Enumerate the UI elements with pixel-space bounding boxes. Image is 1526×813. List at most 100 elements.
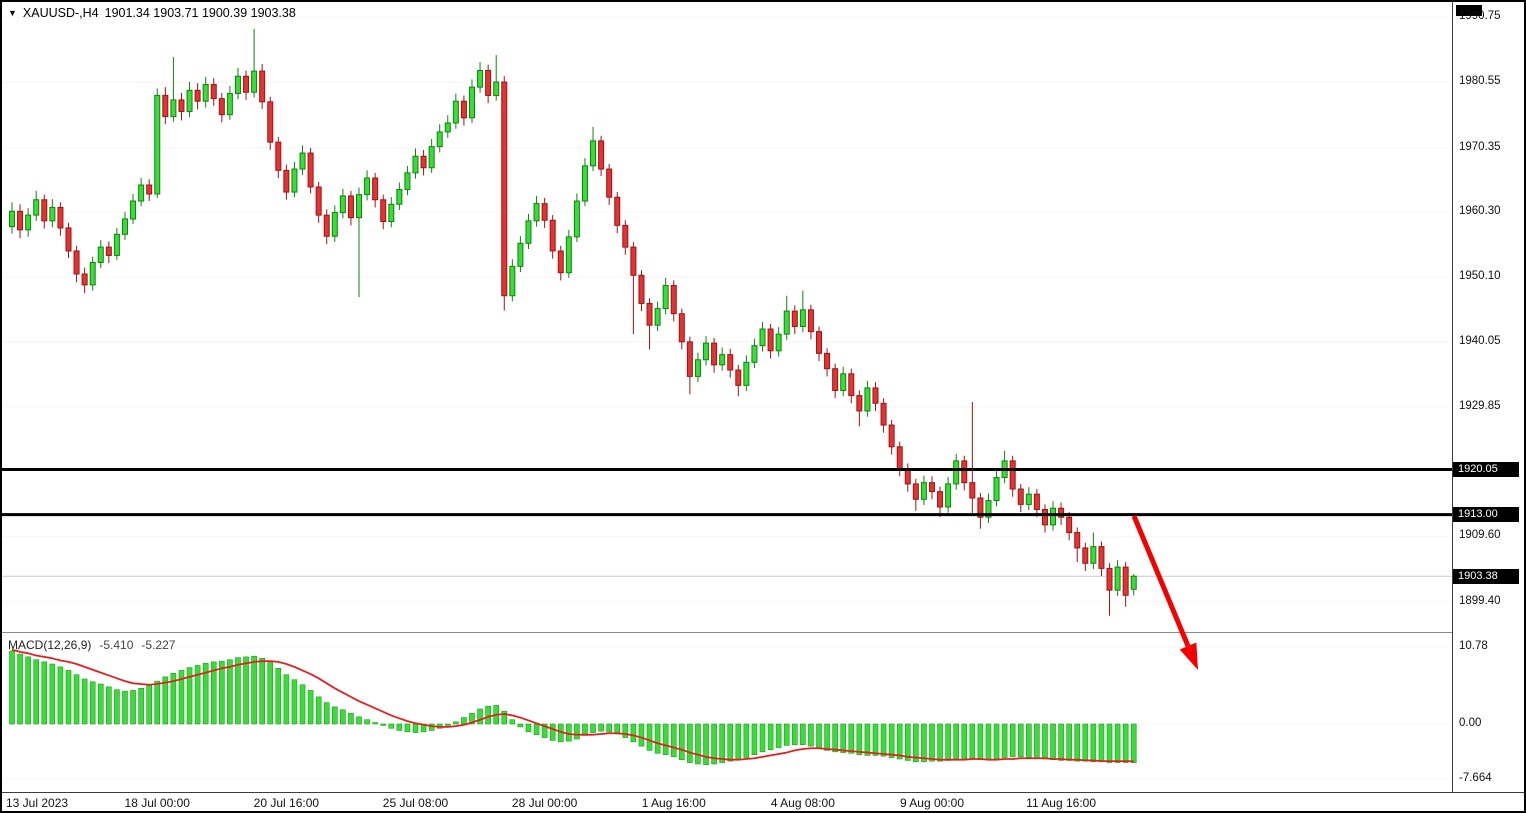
candle-body — [767, 328, 774, 352]
macd-histogram-bar — [985, 723, 992, 761]
macd-histogram-bar — [501, 710, 508, 725]
macd-histogram-bar — [800, 723, 806, 746]
macd-histogram-bar — [929, 723, 935, 762]
macd-histogram-bar — [638, 723, 645, 747]
macd-histogram-bar — [122, 690, 128, 725]
macd-histogram-bar — [1017, 723, 1024, 758]
candle-body — [428, 146, 435, 169]
macd-histogram-bar — [824, 723, 830, 751]
candle-body — [170, 99, 177, 118]
candle-body — [356, 194, 363, 219]
candle-body — [436, 131, 443, 148]
price-chart-canvas[interactable] — [2, 2, 1452, 792]
candle-body — [259, 70, 266, 103]
candle-body — [985, 500, 992, 518]
candle-body — [25, 214, 32, 231]
macd-histogram-bar — [73, 674, 80, 725]
macd-histogram-bar — [670, 723, 677, 758]
candle-body — [41, 199, 48, 222]
candle-body — [1066, 516, 1073, 534]
macd-histogram-bar — [921, 723, 927, 763]
candle-body — [323, 214, 330, 237]
candle-body — [396, 189, 403, 205]
candle-body — [380, 199, 387, 223]
candle-body — [364, 177, 371, 196]
candle-body — [291, 168, 298, 193]
trend-arrow-head[interactable] — [1179, 642, 1198, 670]
candle-body — [283, 169, 290, 193]
candle-body — [622, 224, 629, 248]
macd-histogram-bar — [937, 723, 943, 762]
candle-body — [275, 141, 282, 171]
candle-body — [202, 84, 209, 102]
time-axis[interactable]: 13 Jul 2023 18 Jul 00:00 20 Jul 16:00 25 Ju… — [2, 792, 1524, 811]
macd-histogram-bar — [808, 723, 814, 747]
candle-body — [1106, 567, 1113, 591]
candle-body — [234, 75, 241, 95]
macd-histogram-bar — [1050, 723, 1056, 761]
time-tick-label: 1 Aug 16:00 — [641, 796, 706, 810]
macd-histogram-bar — [162, 676, 169, 725]
candle-body — [816, 331, 822, 354]
macd-histogram-bar — [541, 723, 548, 738]
macd-histogram-bar — [977, 723, 984, 761]
candle-body — [210, 84, 217, 100]
macd-histogram-bar — [194, 665, 201, 725]
candle-body — [509, 265, 516, 297]
macd-tick-label: 0.00 — [1459, 717, 1482, 729]
macd-histogram-bar — [969, 723, 976, 760]
candle-body — [977, 497, 984, 518]
candle-body — [388, 203, 395, 223]
candle-body — [307, 152, 314, 188]
candle-body — [751, 345, 758, 363]
macd-histogram-bar — [687, 723, 693, 763]
macd-histogram-bar — [517, 723, 524, 728]
macd-histogram-bar — [574, 723, 580, 740]
candle-body — [824, 352, 831, 370]
price-axis[interactable]: 1990.75 1980.55 1970.35 1960.30 1950.10 1940.… — [1452, 2, 1524, 792]
macd-histogram-bar — [913, 723, 919, 763]
candle-body — [17, 210, 24, 231]
macd-histogram-bar — [453, 721, 459, 725]
macd-histogram-bar — [17, 653, 23, 725]
macd-histogram-bar — [210, 661, 217, 725]
candle-body — [1098, 546, 1105, 569]
macd-histogram-bar — [259, 658, 265, 725]
candle-body — [186, 89, 193, 112]
candle-body — [121, 218, 128, 235]
candle-body — [646, 302, 653, 326]
macd-histogram-bar — [759, 723, 766, 753]
macd-histogram-bar — [275, 668, 282, 725]
candle-body — [138, 184, 145, 202]
candle-body — [678, 313, 685, 343]
candle-body — [97, 246, 104, 263]
macd-histogram-bar — [65, 670, 72, 725]
macd-histogram-bar — [307, 690, 314, 725]
candle-body — [937, 491, 944, 508]
candle-body — [1122, 566, 1129, 596]
symbol-dropdown-icon[interactable]: ▼ — [8, 8, 17, 18]
candle-body — [243, 75, 250, 93]
macd-histogram-bar — [840, 723, 847, 753]
candle-body — [404, 172, 411, 191]
candle-body — [961, 460, 968, 484]
macd-histogram-bar — [904, 723, 911, 761]
macd-histogram-bar — [170, 673, 177, 725]
candle-body — [130, 200, 137, 220]
price-tick-label: 1909.60 — [1459, 529, 1501, 542]
macd-histogram-bar — [323, 702, 330, 725]
candle-body — [113, 233, 120, 256]
candle-body — [460, 100, 467, 119]
trend-arrow-shaft[interactable] — [1131, 515, 1191, 647]
candle-body — [501, 81, 508, 297]
candle-body — [420, 155, 427, 169]
candle-body — [727, 354, 734, 371]
candle-body — [49, 206, 56, 222]
macd-histogram-bar — [315, 696, 322, 725]
macd-histogram-bar — [89, 681, 96, 725]
macd-histogram-bar — [372, 722, 378, 725]
candle-body — [1009, 460, 1016, 490]
candle-body — [993, 477, 1000, 502]
price-tick-label: 1950.10 — [1459, 270, 1501, 283]
